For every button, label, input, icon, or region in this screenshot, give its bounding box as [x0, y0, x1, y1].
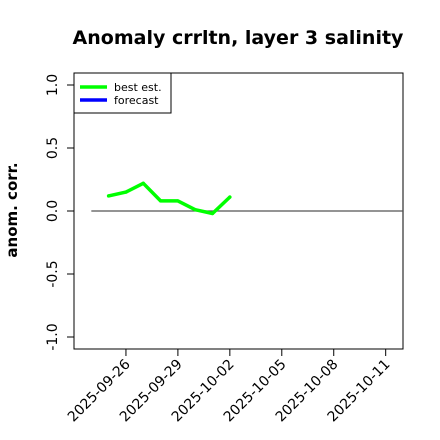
series-point: [107, 194, 111, 198]
y-tick-label: -0.5: [45, 260, 61, 287]
y-axis: -1.0 -0.5 0.0 0.5 1.0: [45, 74, 75, 351]
series-layer: [106, 181, 232, 216]
series-line-best-est: [106, 181, 232, 216]
legend-label: forecast: [114, 94, 159, 107]
chart-title: Anomaly crrltn, layer 3 salinity: [73, 27, 404, 49]
series-point: [193, 208, 197, 212]
series-point: [124, 190, 128, 194]
series-point: [228, 195, 232, 199]
y-tick-label: 0.5: [45, 137, 61, 159]
legend-box: [73, 72, 172, 114]
y-tick-label: -1.0: [45, 323, 61, 350]
legend: best est.forecast: [73, 72, 172, 114]
series-point: [141, 181, 145, 185]
y-tick-label: 0.0: [45, 200, 61, 222]
y-tick-label: 1.0: [45, 74, 61, 96]
series-point: [210, 211, 215, 216]
legend-label: best est.: [114, 81, 162, 94]
series-point: [158, 199, 163, 203]
x-axis: 2025-09-262025-09-292025-10-022025-10-05…: [65, 348, 394, 425]
y-axis-label: anom. corr.: [3, 162, 21, 257]
series-point: [176, 199, 180, 203]
